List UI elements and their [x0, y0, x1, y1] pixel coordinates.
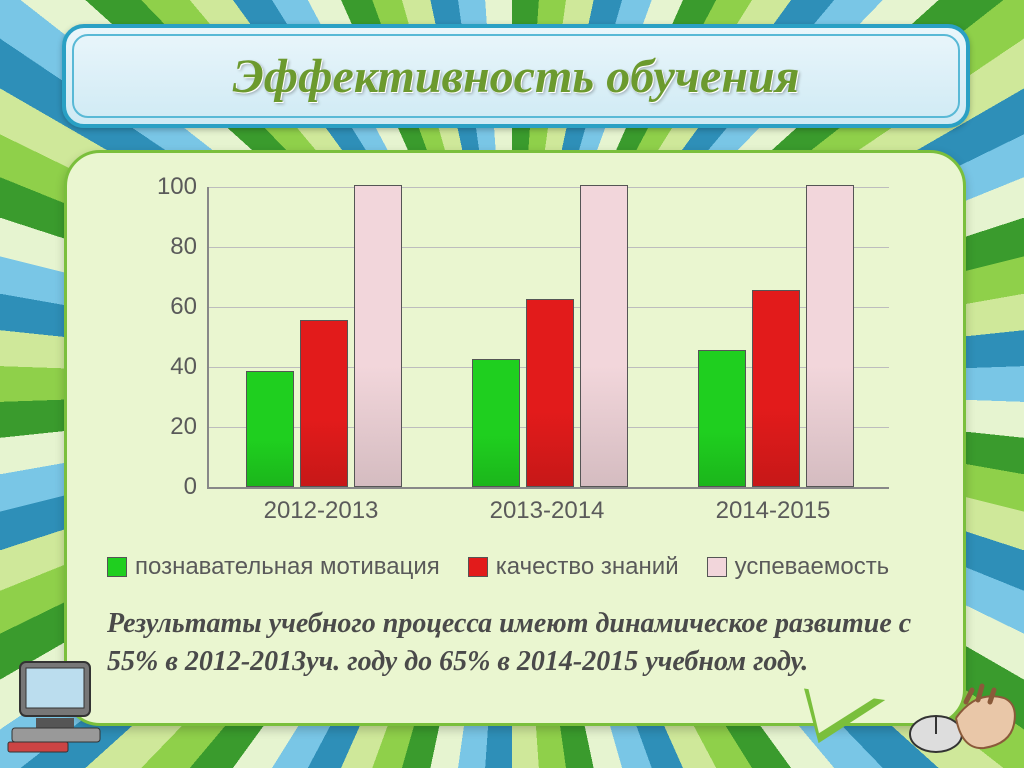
legend-item: качество знаний [468, 553, 679, 581]
bar [806, 185, 854, 487]
legend-item: успеваемость [707, 553, 890, 581]
legend-item: познавательная мотивация [107, 553, 440, 581]
y-tick-label: 80 [127, 233, 197, 261]
bar [472, 359, 520, 487]
bar [526, 299, 574, 487]
y-tick-label: 60 [127, 293, 197, 321]
legend-swatch [107, 557, 127, 577]
x-tick-label: 2014-2015 [683, 497, 863, 525]
bar [300, 320, 348, 487]
content-bubble: 0 20 40 60 80 100 2012-2013 2013-2014 2014-2015… [64, 150, 966, 726]
bar [580, 185, 628, 487]
slide-title: Эффективность обучения [233, 49, 800, 104]
chart-plot [207, 187, 889, 489]
x-tick-label: 2013-2014 [457, 497, 637, 525]
legend-swatch [707, 557, 727, 577]
y-tick-label: 40 [127, 353, 197, 381]
bar [246, 371, 294, 487]
x-tick-label: 2012-2013 [231, 497, 411, 525]
legend-label: качество знаний [496, 553, 679, 581]
bar [752, 290, 800, 487]
y-tick-label: 0 [127, 473, 197, 501]
legend-swatch [468, 557, 488, 577]
title-banner-inner: Эффективность обучения [72, 34, 960, 118]
legend-label: успеваемость [735, 553, 890, 581]
title-banner: Эффективность обучения [62, 24, 970, 128]
clipart-mouse-hand-icon [906, 678, 1020, 764]
y-tick-label: 100 [127, 173, 197, 201]
caption-text: Результаты учебного процесса имеют динам… [107, 605, 927, 681]
y-tick-label: 20 [127, 413, 197, 441]
grid-line [209, 247, 889, 248]
chart-legend: познавательная мотивация качество знаний у… [107, 553, 927, 581]
bar [698, 350, 746, 487]
grid-line [209, 187, 889, 188]
chart-area: 020406080100 2012-20132013-20142014-2015 [127, 177, 903, 537]
clipart-computer-icon [6, 644, 116, 754]
bar [354, 185, 402, 487]
legend-label: познавательная мотивация [135, 553, 440, 581]
